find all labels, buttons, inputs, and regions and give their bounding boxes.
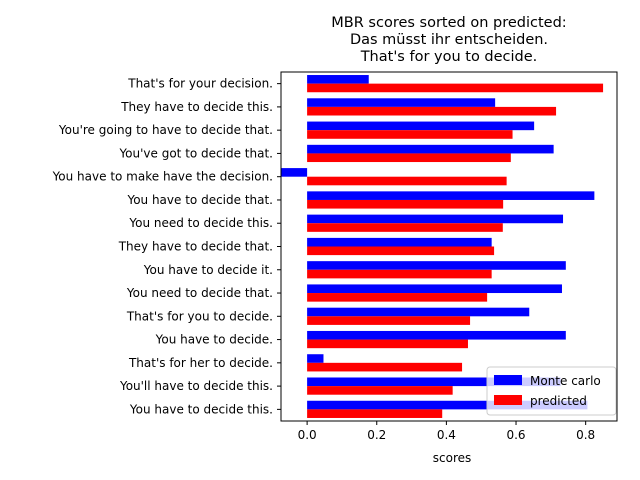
y-tick-label: You need to decide this. (128, 216, 273, 230)
y-tick-label: They have to decide this. (120, 100, 273, 114)
bar-predicted (307, 199, 504, 209)
x-tick-label: 0.8 (576, 428, 595, 442)
bar-predicted (307, 362, 463, 372)
x-tick-label: 0.0 (298, 428, 317, 442)
bar-predicted (307, 246, 495, 256)
plot-frame (280, 71, 618, 422)
bar-predicted (307, 106, 557, 116)
bar-monte-carlo (307, 354, 324, 363)
bar-monte-carlo (307, 98, 496, 107)
bar-predicted (307, 409, 443, 418)
chart-title-line-1: MBR scores sorted on predicted: (331, 15, 566, 31)
legend-label: predicted (530, 394, 587, 408)
legend-swatch (494, 395, 522, 405)
bar-monte-carlo (307, 75, 369, 84)
bar-monte-carlo (307, 330, 566, 340)
chart-title: MBR scores sorted on predicted: Das müss… (331, 15, 566, 65)
y-tick-label: You have to decide that. (126, 193, 273, 207)
bar-monte-carlo (281, 168, 308, 177)
legend-label: Monte carlo (530, 374, 601, 388)
bar-predicted (307, 83, 604, 93)
bar-monte-carlo (307, 121, 535, 131)
y-tick-label: That's for your decision. (127, 77, 273, 91)
bar-predicted (307, 316, 471, 325)
x-tick-label: 0.2 (367, 428, 386, 442)
x-axis-ticks: 0.0 0.2 0.4 0.6 0.8 (298, 421, 595, 442)
y-tick-label: You'll have to decide this. (119, 379, 273, 393)
bar-monte-carlo (307, 191, 595, 200)
bar-predicted (307, 386, 453, 395)
legend: Monte carlo predicted (486, 366, 617, 416)
legend-swatch (494, 375, 522, 385)
bar-predicted (307, 269, 492, 279)
y-tick-label: You need to decide that. (126, 286, 273, 300)
y-tick-label: You're going to have to decide that. (58, 123, 273, 137)
bar-monte-carlo (307, 261, 566, 270)
y-tick-label: You've got to decide that. (118, 146, 273, 160)
x-axis-label: scores (433, 451, 472, 465)
bar-predicted (307, 153, 511, 163)
bar-monte-carlo (307, 307, 530, 317)
bar-predicted (307, 339, 468, 349)
y-tick-label: You have to decide this. (129, 402, 273, 416)
y-tick-label: You have to make have the decision. (52, 170, 273, 184)
bar-monte-carlo (307, 377, 561, 387)
chart-title-line-3: That's for you to decide. (360, 49, 538, 65)
chart-title-line-2: Das müsst ihr entscheiden. (350, 32, 548, 48)
bar-monte-carlo (307, 144, 554, 154)
bar-predicted (307, 223, 503, 232)
bar-monte-carlo (307, 400, 588, 410)
bars-layer (281, 75, 604, 418)
x-tick-label: 0.4 (437, 428, 456, 442)
y-axis-ticks: That's for your decision. They have to de… (52, 77, 281, 416)
bar-monte-carlo (307, 214, 564, 224)
y-tick-label: That's for her to decide. (128, 356, 273, 370)
y-tick-label: You have to decide it. (143, 263, 273, 277)
y-tick-label: They have to decide that. (118, 240, 273, 254)
bar-predicted (307, 176, 507, 186)
y-tick-label: That's for you to decide. (126, 309, 273, 323)
y-tick-label: You have to decide. (155, 333, 273, 347)
bar-predicted (307, 130, 513, 139)
x-tick-label: 0.6 (506, 428, 525, 442)
bar-monte-carlo (307, 284, 562, 294)
bar-predicted (307, 293, 488, 302)
bar-monte-carlo (307, 237, 492, 247)
